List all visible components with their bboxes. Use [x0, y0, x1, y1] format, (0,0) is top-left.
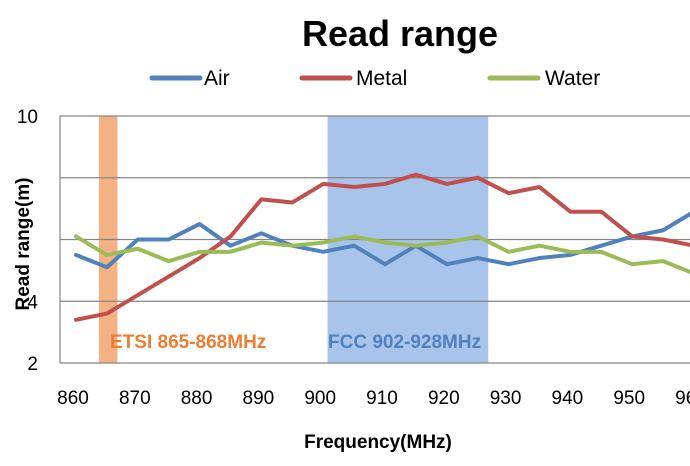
x-tick-920: 920: [428, 388, 460, 409]
x-tick-860: 860: [57, 388, 89, 409]
band-labels: ETSI 865-868MHz FCC 902-928MHz: [110, 332, 481, 353]
x-tick-870: 870: [119, 388, 151, 409]
band-label-0: ETSI 865-868MHz: [110, 332, 266, 353]
x-tick-960: 960: [675, 388, 690, 409]
y-tick-10: 10: [17, 107, 38, 128]
x-tick-labels: 860 870 880 890 900 910 920 930 940 950 960: [57, 388, 690, 409]
x-tick-890: 890: [243, 388, 275, 409]
legend: Air Metal Water: [149, 67, 600, 90]
x-tick-950: 950: [613, 388, 645, 409]
x-tick-940: 940: [552, 388, 584, 409]
series-air-line: [74, 211, 690, 270]
x-tick-910: 910: [366, 388, 398, 409]
x-tick-900: 900: [304, 388, 336, 409]
x-tick-880: 880: [181, 388, 213, 409]
chart-title: Read range: [302, 13, 498, 54]
series-water-line: [74, 234, 690, 275]
y-tick-2: 2: [27, 354, 38, 375]
y-axis-title: Read range(m): [13, 177, 34, 310]
x-tick-930: 930: [490, 388, 522, 409]
y-tick-4: 4: [27, 292, 38, 313]
legend-label-metal: Metal: [356, 67, 407, 90]
series-lines: [74, 172, 690, 322]
x-axis-title: Frequency(MHz): [304, 432, 452, 453]
legend-label-water: Water: [545, 67, 600, 90]
y-tick-labels: 2 4 10: [17, 107, 39, 375]
series-metal-line: [74, 172, 690, 322]
legend-label-air: Air: [204, 67, 230, 90]
band-label-1: FCC 902-928MHz: [328, 332, 481, 353]
